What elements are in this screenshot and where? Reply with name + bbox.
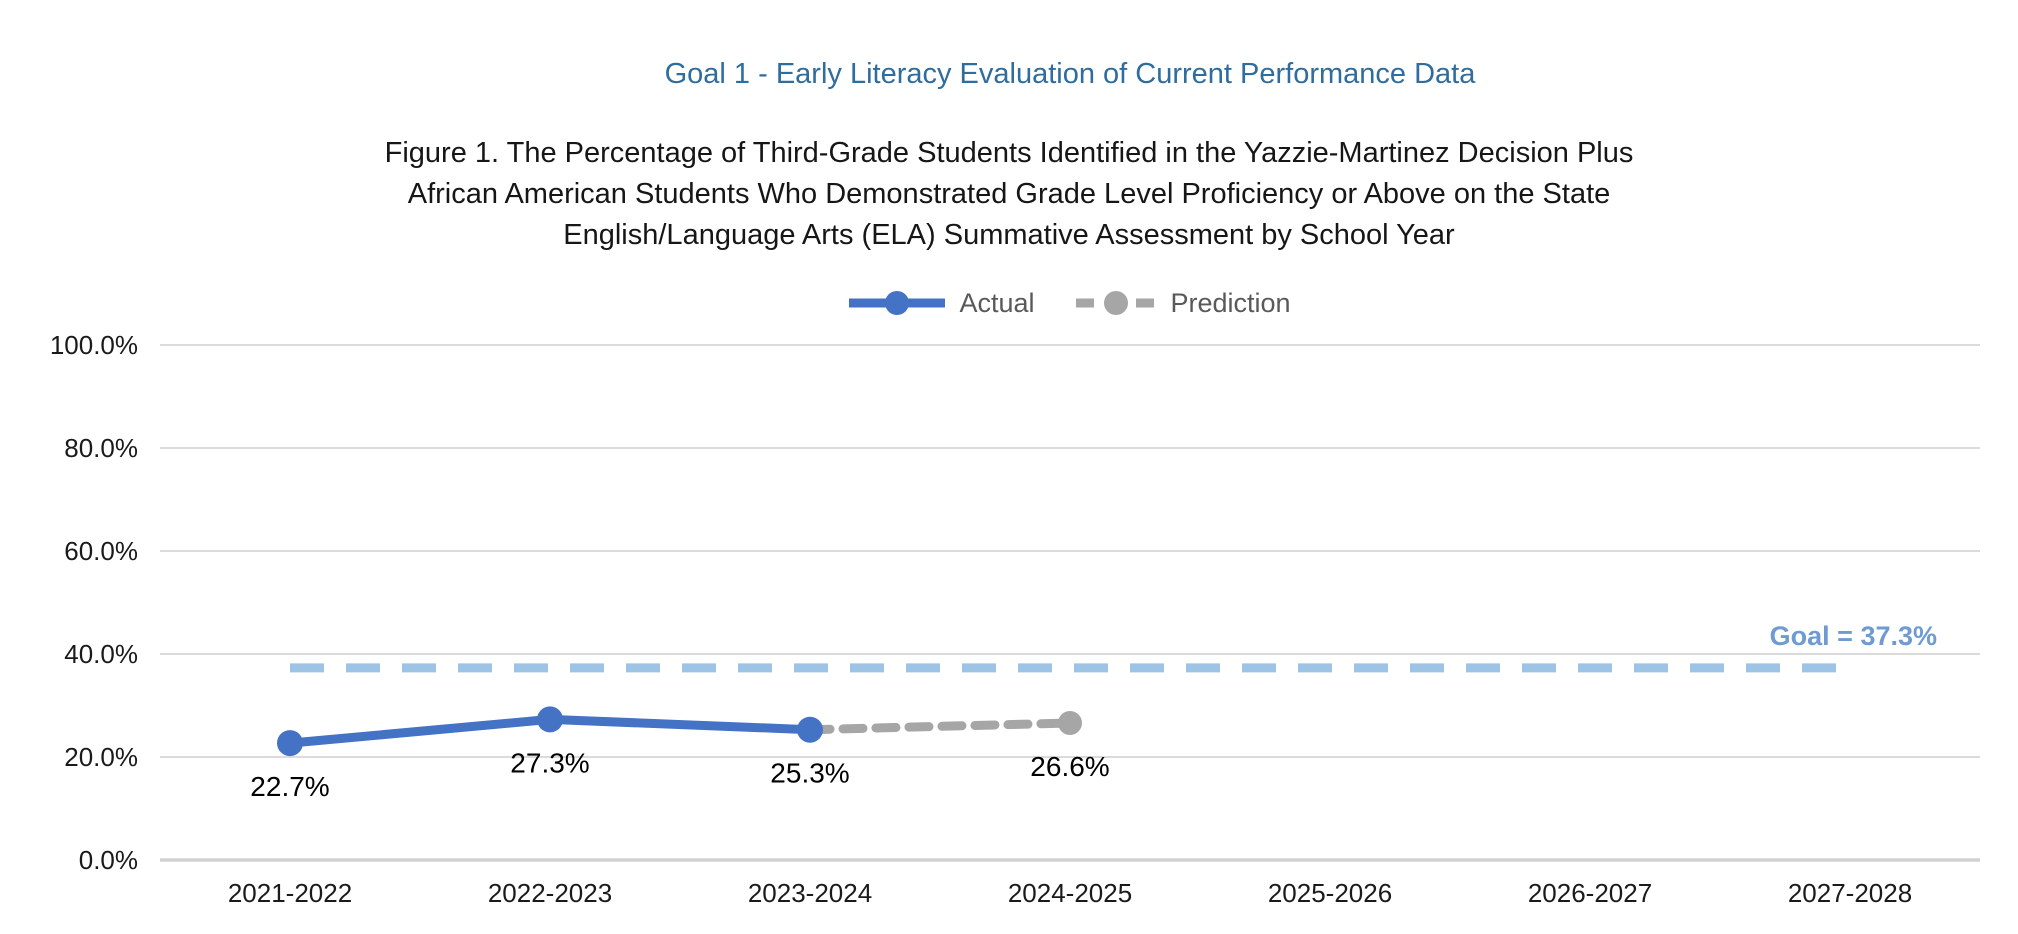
prediction-point <box>1058 711 1082 736</box>
x-tick-label: 2023-2024 <box>748 878 872 908</box>
y-tick-label: 40.0% <box>64 639 138 669</box>
figure-caption-line-2: African American Students Who Demonstrat… <box>407 178 1611 210</box>
y-tick-label: 0.0% <box>79 845 138 875</box>
data-label: 22.7% <box>250 771 329 802</box>
x-tick-label: 2027-2028 <box>1788 878 1912 908</box>
legend-swatch-dot <box>885 291 910 315</box>
legend-entry-actual: Actual <box>849 288 1034 319</box>
x-tick-label: 2024-2025 <box>1008 878 1132 908</box>
actual-point <box>797 716 823 743</box>
legend-entry-prediction: Prediction <box>1076 287 1291 319</box>
x-tick-label: 2025-2026 <box>1268 878 1392 908</box>
y-tick-label: 60.0% <box>64 536 138 566</box>
data-label: 25.3% <box>770 758 849 789</box>
prediction-line <box>805 718 1075 735</box>
x-tick-label: 2021-2022 <box>228 878 352 908</box>
goal-label: Goal = 37.3% <box>1770 621 1937 651</box>
legend-label-prediction: Prediction <box>1170 287 1291 318</box>
data-label: 27.3% <box>510 747 589 778</box>
legend-swatch-dot <box>1104 291 1129 315</box>
chart-title: Goal 1 - Early Literacy Evaluation of Cu… <box>664 58 1476 90</box>
actual-point <box>277 730 303 757</box>
figure-caption-line-1: Figure 1. The Percentage of Third-Grade … <box>384 137 1634 169</box>
line-chart-plot-area: 0.0% 20.0% 40.0% 60.0% 80.0% 100.0% 2021-2022 2… <box>50 330 1980 908</box>
figure-caption-line-3: English/Language Arts (ELA) Summative As… <box>563 219 1455 251</box>
x-tick-label: 2022-2023 <box>488 878 612 908</box>
x-tick-label: 2026-2027 <box>1528 878 1652 908</box>
figure-caption: Figure 1. The Percentage of Third-Grade … <box>0 133 2018 256</box>
chart-legend: Actual Prediction <box>160 280 1980 326</box>
prediction-line-swatch-icon <box>1076 291 1157 315</box>
y-tick-label: 20.0% <box>64 742 138 772</box>
data-label: 26.6% <box>1030 751 1109 782</box>
actual-point <box>537 706 563 733</box>
y-tick-label: 80.0% <box>64 433 138 463</box>
actual-line-swatch-icon <box>849 291 946 315</box>
y-tick-label: 100.0% <box>50 330 138 360</box>
legend-label-actual: Actual <box>959 287 1035 318</box>
